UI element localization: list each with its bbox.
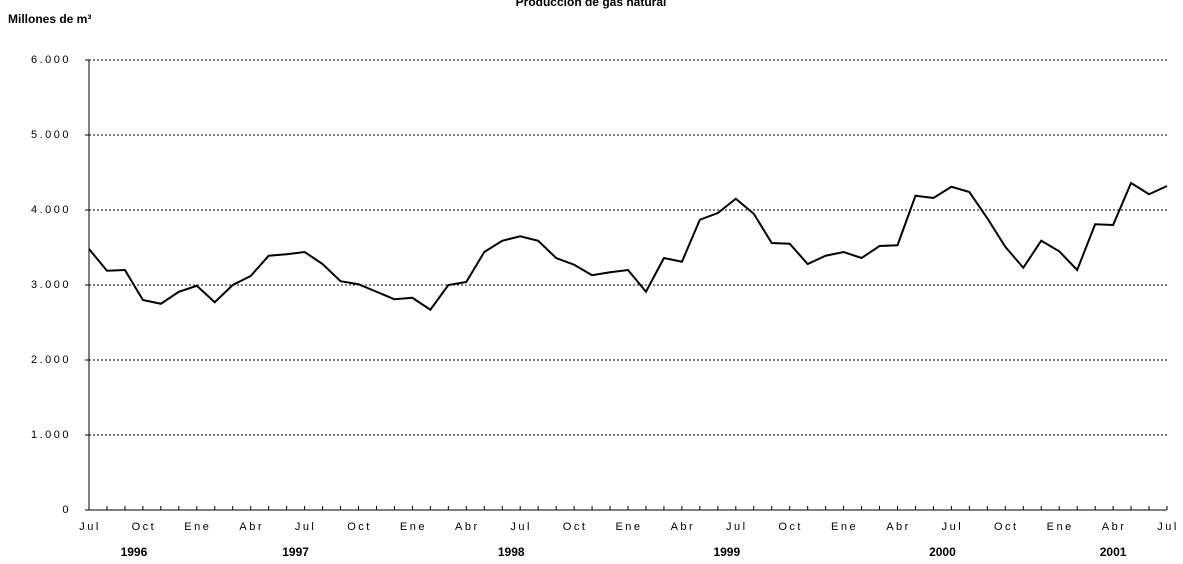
year-label: 1997 — [282, 545, 309, 559]
x-tick-label: Ene — [1047, 521, 1074, 533]
year-label: 2001 — [1100, 545, 1127, 559]
x-tick-label: Jul — [942, 521, 964, 533]
x-tick-label: Ene — [831, 521, 858, 533]
y-axis-label: Millones de m³ — [8, 12, 91, 26]
y-tick-label: 2.000 — [31, 354, 71, 366]
y-tick-label: 5.000 — [31, 129, 71, 141]
line-series — [88, 181, 1168, 312]
year-label: 1996 — [121, 545, 148, 559]
x-tick-label: Oct — [347, 521, 372, 533]
year-label: 1999 — [713, 545, 740, 559]
x-tick-label: Abr — [671, 521, 696, 533]
x-tick-label: Abr — [239, 521, 264, 533]
x-tick-label: Jul — [1157, 521, 1179, 533]
chart-title: Producción de gas natural — [516, 0, 667, 9]
year-label: 1998 — [498, 545, 525, 559]
x-tick-label: Oct — [778, 521, 803, 533]
y-tick-label: 1.000 — [31, 429, 71, 441]
x-tick-label: Abr — [886, 521, 911, 533]
y-tick-label: 6.000 — [31, 54, 71, 66]
y-tick-label: 4.000 — [31, 204, 71, 216]
x-tick-label: Jul — [79, 521, 101, 533]
x-tick-label: Oct — [132, 521, 157, 533]
y-tick-label: 0 — [62, 504, 71, 516]
x-tick-label: Oct — [563, 521, 588, 533]
x-tick-label: Abr — [1102, 521, 1127, 533]
x-tick-label: Jul — [510, 521, 532, 533]
y-tick-label: 3.000 — [31, 279, 71, 291]
x-tick-label: Abr — [455, 521, 480, 533]
x-tick-label: Jul — [295, 521, 317, 533]
x-tick-label: Ene — [400, 521, 427, 533]
x-tick-label: Jul — [726, 521, 748, 533]
x-tick-label: Oct — [994, 521, 1019, 533]
year-label: 2000 — [929, 545, 956, 559]
x-tick-label: Ene — [184, 521, 211, 533]
x-tick-label: Ene — [615, 521, 642, 533]
